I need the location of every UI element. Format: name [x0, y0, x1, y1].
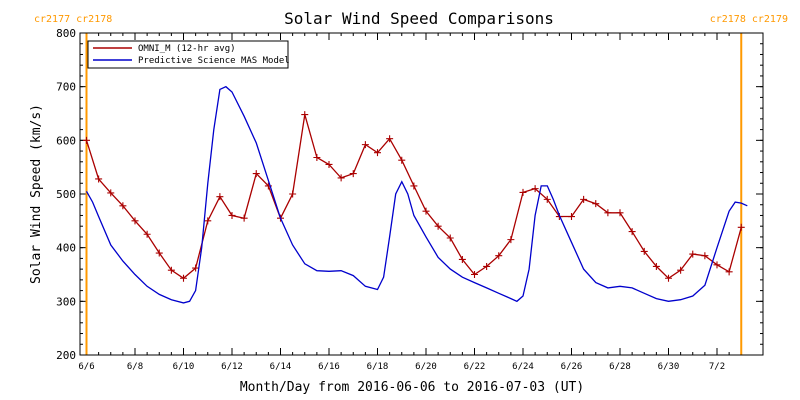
omni-data-point [155, 249, 163, 257]
omni-data-point [204, 217, 212, 225]
omni-data-point [374, 149, 381, 157]
x-tick-label: 6/8 [127, 362, 143, 372]
omni-data-point [143, 230, 151, 238]
omni-data-point [434, 222, 442, 230]
omni-data-point [531, 185, 539, 193]
omni-data-point [713, 261, 721, 269]
omni-data-point [289, 190, 297, 198]
omni-data-point [422, 207, 430, 215]
omni-data-point [398, 156, 406, 164]
omni-data-point [471, 271, 478, 278]
legend: OMNI_M (12-hr avg) Predictive Science MA… [87, 40, 290, 69]
omni-data-point [95, 175, 103, 183]
omni-data-point [349, 170, 357, 178]
mas-model-series-line [85, 85, 748, 304]
legend-label-omni: OMNI_M (12-hr avg) [138, 44, 236, 54]
omni-data-point [180, 274, 187, 282]
carrington-label-left: cr2177 cr2178 [34, 14, 112, 25]
omni-data-point [592, 200, 600, 208]
plot-frame [79, 32, 764, 356]
omni-data-point [483, 262, 491, 270]
omni-data-point [240, 214, 248, 222]
legend-box [87, 40, 289, 69]
omni-data-point [410, 182, 418, 190]
omni-data-point [677, 266, 685, 274]
omni-data-point [446, 234, 454, 242]
x-tick-label: 6/28 [609, 362, 631, 372]
omni-data-point [83, 136, 90, 144]
omni-data-point [652, 262, 660, 270]
x-tick-label: 6/16 [318, 362, 340, 372]
x-tick-label: 6/26 [561, 362, 583, 372]
omni-data-point [495, 252, 503, 260]
omni-data-point [228, 211, 236, 219]
omni-data-point [701, 252, 709, 260]
x-tick-label: 6/24 [512, 362, 534, 372]
omni-data-point [337, 174, 345, 182]
omni-data-point [216, 193, 224, 201]
x-tick-label: 7/2 [709, 362, 725, 372]
omni-data-point [640, 247, 648, 255]
plot-area: 200 300 400 500 600 700 800 6/6 6/8 6/10 6/12 6/14 6… [56, 27, 763, 372]
y-tick-label: 700 [56, 81, 76, 94]
omni-data-point [568, 213, 575, 221]
omni-data-point [107, 189, 115, 197]
x-tick-label: 6/18 [367, 362, 389, 372]
omni-data-point [361, 141, 369, 149]
y-tick-label: 200 [56, 349, 76, 362]
omni-data-point [689, 250, 697, 258]
omni-data-point [543, 195, 551, 203]
omni-data-point [119, 202, 127, 210]
y-axis-label: Solar Wind Speed (km/s) [29, 104, 44, 284]
omni-data-point [737, 223, 745, 231]
x-tick-label: 6/30 [658, 362, 680, 372]
x-tick-label: 6/10 [173, 362, 195, 372]
omni-data-point [325, 160, 333, 168]
legend-label-mas: Predictive Science MAS Model [138, 56, 290, 66]
x-tick-label: 6/22 [464, 362, 486, 372]
y-tick-label: 500 [56, 188, 76, 201]
x-tick-label: 6/20 [415, 362, 437, 372]
y-tick-label: 400 [56, 242, 76, 255]
omni-data-point [458, 255, 466, 263]
omni-data-point [725, 268, 733, 276]
omni-data-point [252, 170, 260, 178]
x-tick-label: 6/14 [270, 362, 292, 372]
y-tick-label: 300 [56, 295, 76, 308]
omni-data-point [580, 195, 588, 203]
omni-data-point [519, 188, 527, 196]
chart-title: Solar Wind Speed Comparisons [284, 9, 554, 28]
omni-data-point [131, 217, 139, 225]
x-axis-label: Month/Day from 2016-06-06 to 2016-07-03 … [240, 380, 584, 395]
omni-data-point [301, 111, 309, 119]
x-tick-label: 6/12 [221, 362, 243, 372]
carrington-label-right: cr2178 cr2179 [710, 14, 788, 25]
x-tick-label: 6/6 [78, 362, 94, 372]
omni-data-point [386, 135, 394, 143]
omni-data-point [604, 209, 612, 217]
omni-data-point [628, 228, 636, 236]
omni-data-point [313, 154, 321, 162]
y-tick-label: 600 [56, 134, 76, 147]
omni-data-point [192, 264, 200, 272]
omni-data-point [167, 266, 175, 274]
omni-data-point [616, 209, 624, 217]
omni-data-point [507, 236, 515, 244]
y-tick-label: 800 [56, 27, 76, 40]
omni-data-point [665, 274, 672, 282]
